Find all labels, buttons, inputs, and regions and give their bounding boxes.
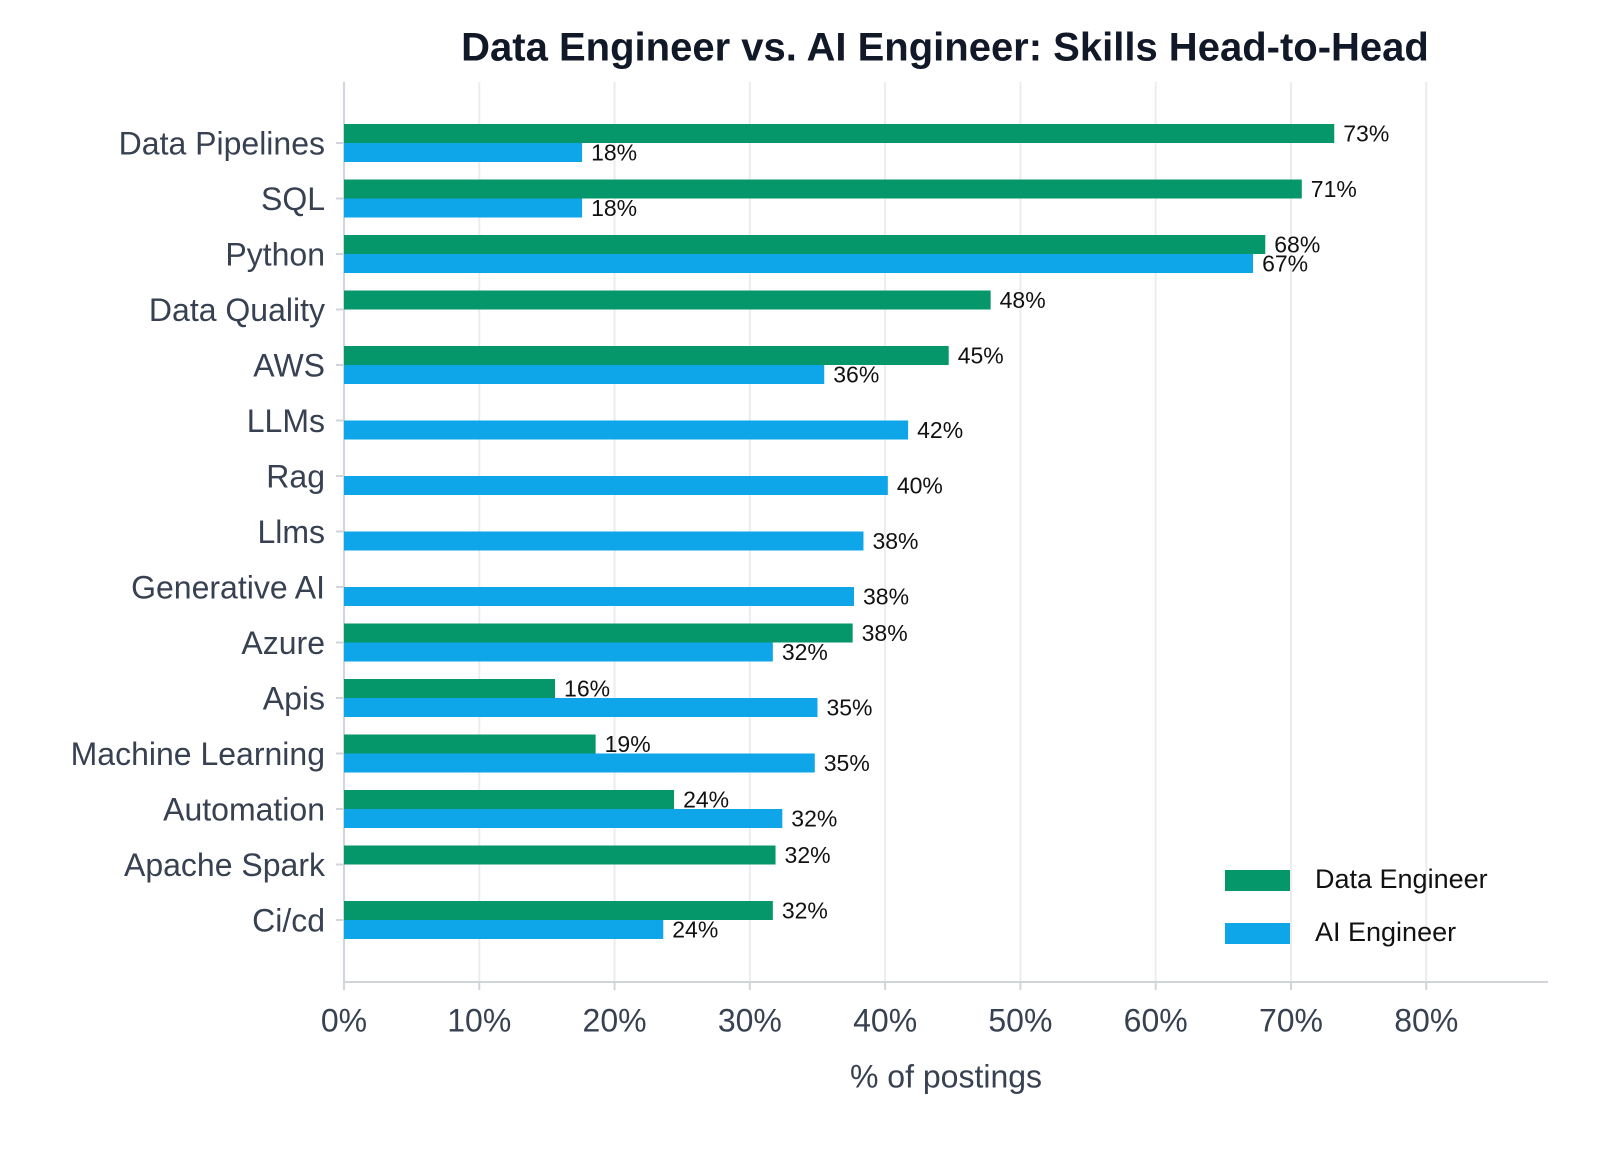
value-label: 19% [605,731,651,757]
value-label: 32% [782,898,828,924]
y-tick-label: Apis [263,680,325,716]
x-tick-label: 0% [321,1002,367,1038]
y-tick-label: SQL [261,181,325,217]
bar [344,235,1266,254]
y-tick-label: Data Quality [149,292,325,328]
y-tick-label: Llms [257,514,325,550]
x-tick-label: 30% [718,1002,782,1038]
bar [344,365,825,384]
bar [344,734,596,754]
legend-swatch [1225,923,1290,944]
bar [344,642,773,662]
value-label: 24% [672,917,718,943]
y-tick-label: Automation [163,791,325,827]
bar [344,698,818,717]
value-label: 18% [591,140,637,166]
value-label: 73% [1343,121,1389,147]
value-label: 35% [826,695,872,721]
x-axis-label: % of postings [850,1058,1042,1094]
bar [344,920,664,939]
value-label: 42% [917,417,963,443]
value-label: 38% [872,528,918,554]
chart-title: Data Engineer vs. AI Engineer: Skills He… [461,26,1429,70]
bar [344,476,888,495]
value-label: 40% [897,473,943,499]
y-tick-label: Azure [241,625,325,661]
bar [344,790,675,809]
value-label: 32% [782,639,828,665]
legend-swatch [1225,870,1290,891]
value-label: 18% [591,195,637,221]
x-tick-label: 10% [447,1002,511,1038]
bar [344,623,853,643]
y-tick-label: AWS [253,347,325,383]
bar [344,179,1302,199]
value-label: 36% [833,362,879,388]
value-label: 32% [785,842,831,868]
bar [344,143,583,162]
value-label: 35% [824,750,870,776]
y-tick-label: Machine Learning [71,736,325,772]
bar [344,420,909,440]
y-tick-label: Ci/cd [252,902,325,938]
bar [344,198,583,218]
bar [344,753,815,773]
bar [344,587,855,606]
bar [344,346,949,365]
legend-label: Data Engineer [1315,864,1488,894]
value-label: 71% [1311,176,1357,202]
value-label: 38% [862,620,908,646]
value-label: 68% [1274,232,1320,258]
y-tick-label: Rag [266,458,325,494]
y-tick-label: Data Pipelines [119,125,325,161]
y-tick-label: Apache Spark [124,847,326,883]
value-label: 16% [564,676,610,702]
bar [344,901,773,920]
x-tick-label: 60% [1124,1002,1188,1038]
value-label: 32% [791,806,837,832]
value-label: 45% [958,343,1004,369]
x-tick-label: 70% [1259,1002,1323,1038]
bar [344,124,1335,143]
bar [344,845,776,865]
x-tick-label: 50% [988,1002,1052,1038]
value-label: 38% [863,584,909,610]
x-tick-label: 40% [853,1002,917,1038]
x-tick-label: 20% [583,1002,647,1038]
y-tick-label: Python [225,236,325,272]
value-label: 24% [683,787,729,813]
x-tick-label: 80% [1394,1002,1458,1038]
y-tick-label: Generative AI [131,569,325,605]
bar [344,809,783,828]
legend-label: AI Engineer [1315,917,1456,947]
bar [344,679,556,698]
y-tick-label: LLMs [247,403,325,439]
bar [344,531,864,551]
bar [344,254,1254,273]
bar [344,290,991,310]
value-label: 48% [1000,287,1046,313]
value-label: 67% [1262,251,1308,277]
